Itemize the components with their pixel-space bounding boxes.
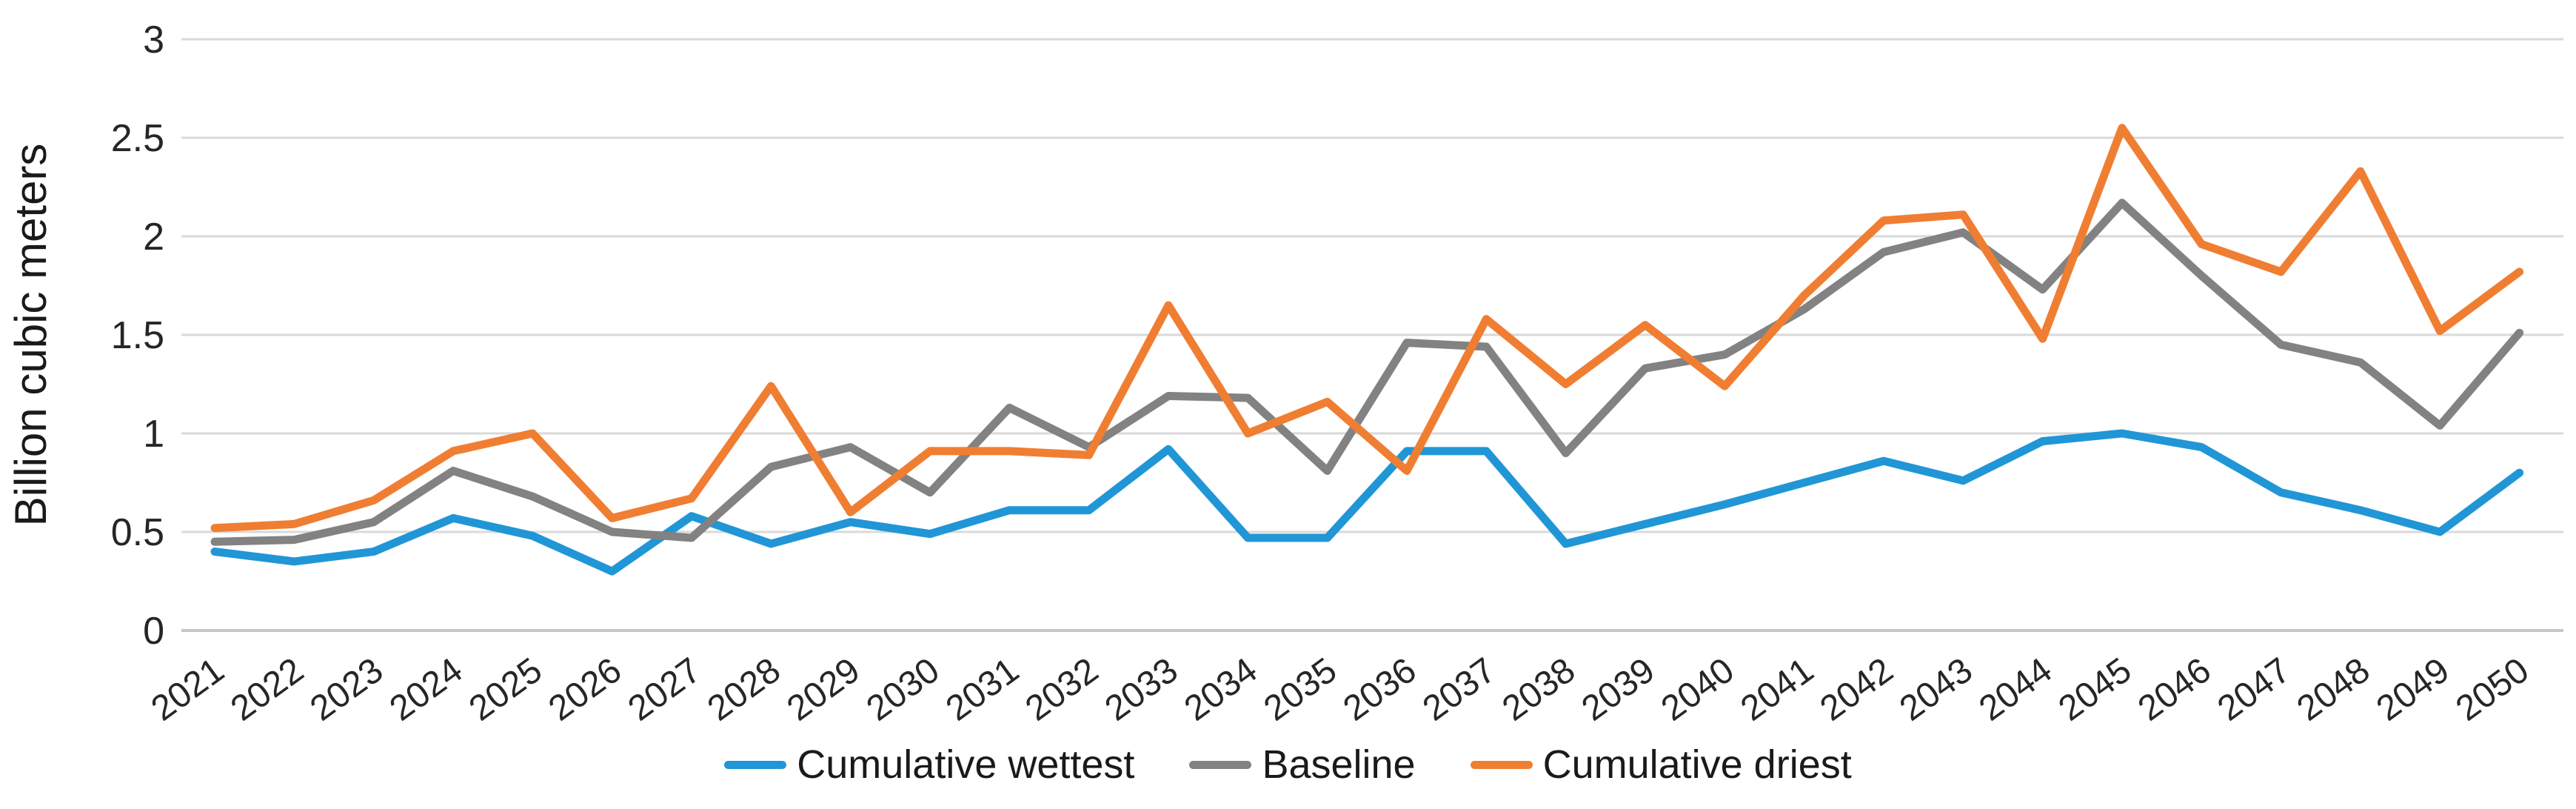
x-tick-label-2027: 2027 [621,650,709,729]
y-tick-label: 2.5 [111,117,164,160]
x-tick-label-2036: 2036 [1336,650,1424,729]
x-tick-label-2034: 2034 [1177,650,1265,729]
legend-item-cumulative-driest: Cumulative driest [1470,742,1852,787]
legend-item-cumulative-wettest: Cumulative wettest [724,745,1134,785]
y-tick-label: 0 [143,610,164,653]
x-tick-label-2025: 2025 [462,650,549,729]
x-axis-tick-labels: 2021202220232024202520262027202820292030… [144,650,2536,729]
x-tick-label-2040: 2040 [1654,650,1742,729]
x-tick-label-2048: 2048 [2290,650,2378,729]
series-line-cumulative-driest [210,124,2524,533]
series-line-cumulative-wettest [210,429,2524,576]
chart-legend: Cumulative wettest Baseline Cumulative dri… [0,745,2576,785]
y-tick-label: 1.5 [111,314,164,357]
x-tick-label-2046: 2046 [2131,650,2218,729]
x-tick-label-2035: 2035 [1257,650,1345,729]
x-tick-label-2023: 2023 [304,650,391,729]
x-tick-label-2032: 2032 [1019,650,1106,729]
x-tick-label-2028: 2028 [700,650,788,729]
y-tick-label: 0.5 [111,511,164,554]
y-tick-label: 1 [143,413,164,456]
x-tick-label-2030: 2030 [860,650,947,729]
series-line-baseline [210,199,2524,546]
legend-swatch-icon [1470,760,1533,769]
y-axis-tick-labels: 0 0.5 1 1.5 2 2.5 3 [111,19,164,653]
x-tick-label-2024: 2024 [383,650,470,729]
x-tick-label-2039: 2039 [1575,650,1662,729]
legend-swatch-icon [724,760,787,769]
x-tick-label-2037: 2037 [1416,650,1503,729]
x-tick-label-2038: 2038 [1496,650,1583,729]
legend-swatch-icon [1189,760,1252,769]
x-tick-label-2022: 2022 [224,650,311,729]
x-tick-label-2026: 2026 [542,650,629,729]
legend-label: Cumulative wettest [797,742,1135,787]
legend-label: Baseline [1262,742,1416,787]
x-tick-label-2021: 2021 [144,650,232,729]
legend-item-baseline: Baseline [1189,742,1416,787]
legend-label: Cumulative driest [1542,742,1852,787]
y-axis-title: Billion cubic meters [6,144,56,527]
x-tick-label-2047: 2047 [2211,650,2298,729]
x-tick-label-2033: 2033 [1098,650,1185,729]
series-lines [210,124,2524,576]
x-tick-label-2043: 2043 [1893,650,1980,729]
x-tick-label-2050: 2050 [2449,650,2536,729]
y-tick-label: 3 [143,19,164,61]
x-tick-label-2044: 2044 [1973,650,2060,729]
x-tick-label-2029: 2029 [780,650,868,729]
x-tick-label-2041: 2041 [1734,650,1821,729]
x-tick-label-2031: 2031 [939,650,1026,729]
gridlines [181,38,2563,632]
x-tick-label-2049: 2049 [2369,650,2457,729]
y-tick-label: 2 [143,216,164,259]
x-tick-label-2042: 2042 [1813,650,1901,729]
x-tick-label-2045: 2045 [2052,650,2139,729]
